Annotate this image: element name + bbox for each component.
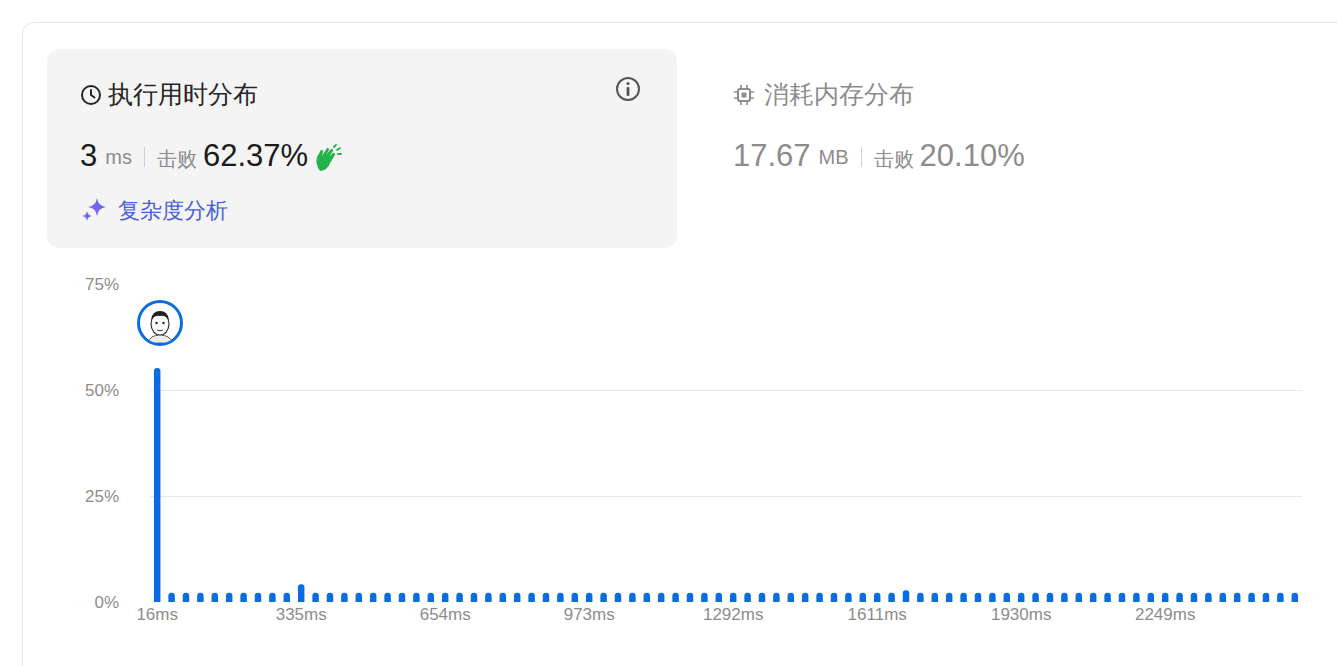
html-text:复杂度分析: 复杂度分析 [118,198,228,223]
svg-text:50%: 50% [85,381,119,400]
svg-text:973ms: 973ms [564,605,615,624]
html-text:17.67 MB: 17.67 MB [733,138,849,173]
html-text:执行用时分布: 执行用时分布 [108,80,258,108]
svg-text:335ms: 335ms [276,605,327,624]
svg-text:16ms: 16ms [136,605,178,624]
svg-text:0%: 0% [94,593,119,612]
svg-text:1292ms: 1292ms [703,605,763,624]
svg-text:1930ms: 1930ms [991,605,1051,624]
html-text:消耗内存分布: 消耗内存分布 [764,80,914,108]
html-text:击败 62.37%: 击败 62.37% [156,138,309,173]
svg-text:654ms: 654ms [420,605,471,624]
html-text:3 ms: 3 ms [80,138,132,173]
svg-text:1611ms: 1611ms [848,605,907,624]
html-text:击败 20.10%: 击败 20.10% [873,138,1025,173]
svg-text:2249ms: 2249ms [1135,605,1195,624]
svg-text:25%: 25% [85,487,119,506]
svg-text:75%: 75% [85,275,119,294]
